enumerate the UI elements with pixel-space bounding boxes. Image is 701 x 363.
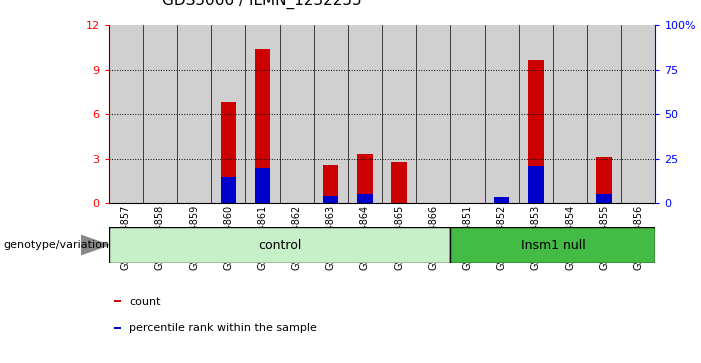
Bar (358, 154, 373, 203)
Polygon shape (81, 235, 109, 255)
Bar (451, 227, 655, 263)
Bar (528, 60, 543, 203)
Bar (494, 199, 510, 203)
Bar (358, 195, 373, 203)
Bar (254, 168, 270, 203)
Bar (348, 25, 382, 203)
Bar (494, 197, 510, 203)
Text: control: control (258, 238, 301, 252)
Bar (114, 301, 121, 302)
Bar (553, 25, 587, 203)
Bar (323, 165, 339, 203)
Bar (391, 162, 407, 203)
Bar (221, 177, 236, 203)
Text: count: count (129, 297, 161, 307)
Bar (484, 25, 519, 203)
Bar (245, 25, 280, 203)
Bar (280, 25, 314, 203)
Bar (451, 25, 484, 203)
Text: percentile rank within the sample: percentile rank within the sample (129, 323, 317, 333)
Bar (254, 49, 270, 203)
Bar (109, 25, 143, 203)
Bar (143, 25, 177, 203)
Bar (314, 25, 348, 203)
Bar (519, 25, 553, 203)
Bar (221, 102, 236, 203)
Bar (177, 25, 211, 203)
Bar (597, 195, 612, 203)
Bar (382, 25, 416, 203)
Text: genotype/variation: genotype/variation (4, 240, 109, 250)
Text: GDS5066 / ILMN_1232255: GDS5066 / ILMN_1232255 (162, 0, 362, 9)
Bar (621, 25, 655, 203)
Bar (109, 227, 451, 263)
Bar (597, 157, 612, 203)
Text: Insm1 null: Insm1 null (521, 238, 585, 252)
Bar (587, 25, 621, 203)
Bar (323, 196, 339, 203)
Bar (528, 166, 543, 203)
Bar (211, 25, 245, 203)
Bar (114, 327, 121, 329)
Bar (416, 25, 451, 203)
